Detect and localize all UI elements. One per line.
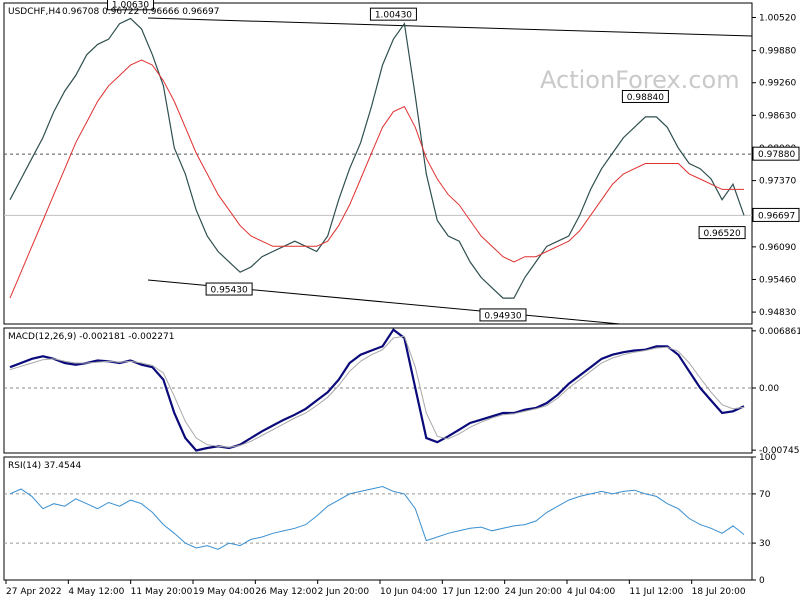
y-tick-label: 1.00520 <box>759 13 796 23</box>
macd-line <box>9 328 745 452</box>
x-tick-label: 4 May 12:00 <box>68 587 124 597</box>
macd-signal-line <box>9 335 745 448</box>
annotation-box-0 <box>107 0 155 11</box>
annotation-label: 1.00430 <box>375 11 412 21</box>
annotation-box-2 <box>205 282 253 296</box>
macd-title: MACD(12,26,9) -0.002181 -0.002271 <box>8 332 174 342</box>
pane-frame-2 <box>3 456 753 581</box>
chart-title: USDCHF,H4 <box>8 7 61 17</box>
level-label: 0.97880 <box>758 150 795 160</box>
macd-tick-label: -0.007454 <box>759 446 800 456</box>
y-tick-label: 0.98630 <box>759 111 796 121</box>
annotation-box-5 <box>698 226 746 240</box>
current-price-label: 0.96697 <box>758 211 795 221</box>
macd-tick-label: 0.00 <box>759 384 779 394</box>
rsi-tick-label: 0 <box>759 576 765 586</box>
x-tick-label: 2 Jun 20:00 <box>318 587 370 597</box>
current-price-tag <box>752 207 800 222</box>
pane-frame-1 <box>3 327 753 454</box>
annotation-label: 0.98840 <box>627 93 664 103</box>
price-series-line <box>9 17 745 299</box>
chart-ohlc: 0.96708 0.96722 0.96666 0.96697 <box>62 7 219 17</box>
rsi-tick-label: 70 <box>759 490 771 500</box>
y-tick-label: 0.95460 <box>759 275 796 285</box>
x-tick-label: 27 Apr 2022 <box>6 587 62 597</box>
x-tick-label: 17 Jun 12:00 <box>442 587 499 597</box>
annotation-label: 0.94930 <box>484 311 521 321</box>
ma-series-line <box>9 59 744 299</box>
x-tick-label: 11 May 20:00 <box>131 587 193 597</box>
level-tag <box>752 146 800 161</box>
y-tick-label: 0.99260 <box>759 79 796 89</box>
annotation-label: 0.95430 <box>210 286 247 296</box>
pane-frame-0 <box>3 2 753 325</box>
rsi-title: RSI(14) 37.4544 <box>8 461 81 471</box>
watermark-text: ActionForex.com <box>540 66 740 94</box>
rsi-line <box>9 485 745 550</box>
upper-trendline <box>147 17 753 37</box>
annotation-box-4 <box>621 89 669 103</box>
macd-tick-label: 0.006861 <box>759 327 800 337</box>
x-tick-label: 26 May 12:00 <box>255 587 317 597</box>
x-tick-label: 10 Jun 04:00 <box>380 587 437 597</box>
annotation-box-3 <box>479 308 527 322</box>
annotation-label: 1.00630 <box>112 0 149 10</box>
x-tick-label: 19 May 04:00 <box>193 587 255 597</box>
x-tick-label: 24 Jun 20:00 <box>505 587 562 597</box>
y-tick-label: 0.97370 <box>759 177 796 187</box>
y-tick-label: 0.94830 <box>759 308 796 318</box>
rsi-tick-label: 100 <box>759 453 776 463</box>
annotation-box-1 <box>369 7 417 21</box>
annotation-label: 0.96520 <box>703 229 740 239</box>
x-tick-label: 18 Jul 20:00 <box>692 587 746 597</box>
y-tick-label: 0.96090 <box>759 243 796 253</box>
rsi-tick-label: 30 <box>759 539 771 549</box>
x-tick-label: 4 Jul 04:00 <box>567 587 616 597</box>
y-tick-label: 0.99880 <box>759 47 796 57</box>
x-tick-label: 11 Jul 12:00 <box>629 587 683 597</box>
